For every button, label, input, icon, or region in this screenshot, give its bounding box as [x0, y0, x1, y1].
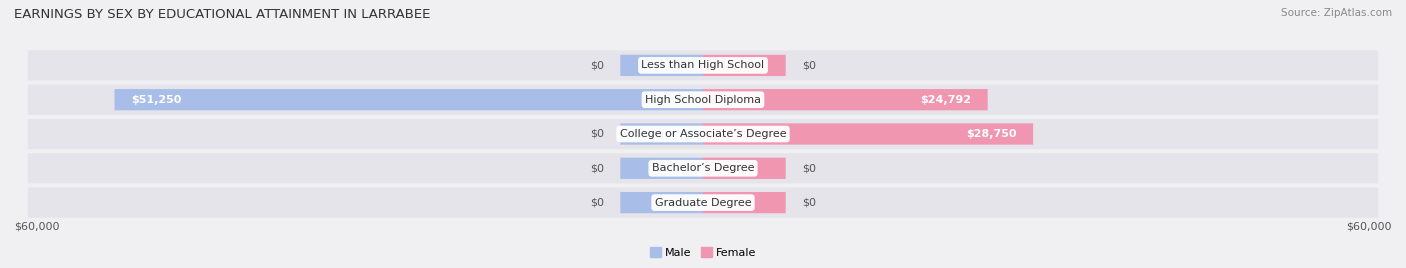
Text: $0: $0 [803, 60, 817, 70]
Text: $0: $0 [589, 60, 603, 70]
FancyBboxPatch shape [703, 158, 786, 179]
FancyBboxPatch shape [28, 153, 1378, 183]
Text: $28,750: $28,750 [966, 129, 1017, 139]
Text: EARNINGS BY SEX BY EDUCATIONAL ATTAINMENT IN LARRABEE: EARNINGS BY SEX BY EDUCATIONAL ATTAINMEN… [14, 8, 430, 21]
FancyBboxPatch shape [114, 89, 703, 110]
Text: $0: $0 [589, 129, 603, 139]
Text: $60,000: $60,000 [1347, 221, 1392, 232]
Text: College or Associate’s Degree: College or Associate’s Degree [620, 129, 786, 139]
FancyBboxPatch shape [703, 123, 1033, 145]
FancyBboxPatch shape [28, 50, 1378, 80]
Text: $60,000: $60,000 [14, 221, 59, 232]
Text: High School Diploma: High School Diploma [645, 95, 761, 105]
FancyBboxPatch shape [703, 55, 786, 76]
Text: Less than High School: Less than High School [641, 60, 765, 70]
FancyBboxPatch shape [620, 123, 703, 145]
FancyBboxPatch shape [620, 158, 703, 179]
FancyBboxPatch shape [28, 119, 1378, 149]
Text: $51,250: $51,250 [131, 95, 181, 105]
Text: Source: ZipAtlas.com: Source: ZipAtlas.com [1281, 8, 1392, 18]
Text: $0: $0 [803, 163, 817, 173]
FancyBboxPatch shape [703, 89, 987, 110]
FancyBboxPatch shape [28, 85, 1378, 115]
Text: $24,792: $24,792 [920, 95, 972, 105]
Text: $0: $0 [589, 163, 603, 173]
Text: $0: $0 [803, 198, 817, 208]
Text: Graduate Degree: Graduate Degree [655, 198, 751, 208]
Text: $0: $0 [589, 198, 603, 208]
FancyBboxPatch shape [620, 192, 703, 213]
FancyBboxPatch shape [620, 55, 703, 76]
Legend: Male, Female: Male, Female [645, 243, 761, 262]
Text: Bachelor’s Degree: Bachelor’s Degree [652, 163, 754, 173]
FancyBboxPatch shape [28, 188, 1378, 218]
FancyBboxPatch shape [703, 192, 786, 213]
